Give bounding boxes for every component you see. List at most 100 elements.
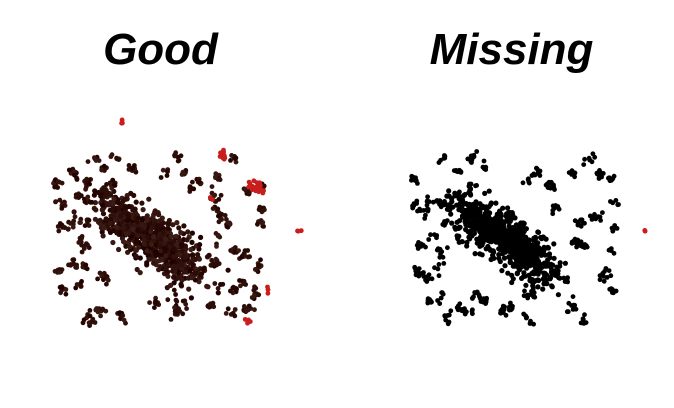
scatter-point xyxy=(501,255,508,261)
scatter-point xyxy=(416,243,421,249)
scatter-point xyxy=(600,210,605,215)
scatter-point xyxy=(424,199,430,204)
scatter-point xyxy=(570,294,576,299)
scatter-point xyxy=(77,235,83,241)
scatter-point xyxy=(241,281,247,287)
scatter-point xyxy=(256,262,262,268)
scatter-point xyxy=(110,239,116,246)
scatter-point xyxy=(480,240,486,246)
scatter-point xyxy=(529,243,535,249)
scatter-point xyxy=(103,216,109,222)
scatter-point xyxy=(482,190,488,196)
scatter-point xyxy=(160,167,166,173)
scatter-point xyxy=(500,205,506,211)
scatter-point xyxy=(601,278,607,284)
scatter-point xyxy=(227,221,233,227)
scatter-point xyxy=(571,302,577,308)
scatter-point xyxy=(442,314,448,319)
scatter-point xyxy=(426,237,432,242)
scatter-point xyxy=(261,183,267,189)
scatter-point xyxy=(255,221,260,227)
scatter-point xyxy=(421,208,426,213)
scatter-point xyxy=(158,175,164,180)
scatter-point xyxy=(436,160,442,165)
scatter-point xyxy=(172,308,178,314)
scatter-point xyxy=(104,201,110,207)
scatter-point xyxy=(503,213,509,219)
scatter-point xyxy=(168,282,174,288)
scatter-point xyxy=(260,208,265,214)
scatter-point xyxy=(156,212,162,218)
scatter-point xyxy=(82,199,88,205)
scatter-point xyxy=(598,218,603,223)
scatter-point xyxy=(105,277,111,283)
scatter-point xyxy=(516,249,522,255)
scatter-point xyxy=(146,196,152,202)
scatter-point xyxy=(507,235,513,241)
scatter-point xyxy=(609,290,615,295)
scatter-point xyxy=(134,238,140,244)
scatter-point xyxy=(178,229,184,236)
scatter-point xyxy=(196,179,202,185)
scatter-point xyxy=(565,309,571,315)
scatter-point xyxy=(120,313,126,318)
scatter-point xyxy=(480,204,486,210)
scatter-point xyxy=(535,284,541,290)
scatter-point xyxy=(446,188,452,194)
scatter-point xyxy=(55,179,61,184)
scatter-point xyxy=(505,270,511,276)
scatter-point xyxy=(222,213,228,218)
scatter-point xyxy=(545,244,551,250)
scatter-point xyxy=(477,228,484,234)
scatter-point xyxy=(520,257,526,263)
scatter-point xyxy=(192,271,198,277)
scatter-point xyxy=(518,220,524,226)
scatter-point xyxy=(544,272,550,278)
scatter-point xyxy=(210,302,216,308)
scatter-point xyxy=(181,223,187,229)
scatter-point xyxy=(128,234,134,240)
scatter-point xyxy=(610,227,616,233)
scatter-point xyxy=(165,169,170,175)
scatter-point xyxy=(246,303,252,309)
scatter-point xyxy=(473,199,479,205)
scatter-point xyxy=(526,254,532,260)
scatter-point xyxy=(181,269,188,275)
scatter-point xyxy=(583,320,589,325)
scatter-point xyxy=(503,244,509,250)
scatter-point xyxy=(435,246,441,252)
scatter-point xyxy=(162,236,168,242)
scatter-point xyxy=(134,218,140,224)
scatter-point xyxy=(79,279,84,284)
scatter-point xyxy=(516,225,522,231)
scatter-point xyxy=(176,258,182,264)
scatter-point xyxy=(174,264,180,270)
scatter-point xyxy=(459,208,465,214)
scatter-point xyxy=(522,288,527,294)
scatter-point xyxy=(495,237,501,243)
scatter-point xyxy=(156,218,162,224)
scatter-point xyxy=(496,255,502,261)
scatter-point xyxy=(543,182,549,188)
scatter-point xyxy=(445,321,451,327)
scatter-point xyxy=(570,307,576,312)
scatter-point xyxy=(171,254,177,260)
scatter-point xyxy=(174,220,180,226)
scatter-point xyxy=(501,226,507,232)
scatter-point xyxy=(460,198,466,203)
scatter-point xyxy=(127,244,133,250)
scatter-point xyxy=(252,307,257,313)
scatter-point xyxy=(439,249,445,255)
scatter-point xyxy=(415,208,420,214)
scatter-point xyxy=(123,243,129,249)
scatter-point xyxy=(59,206,65,211)
scatter-point xyxy=(531,269,537,275)
scatter-point xyxy=(584,244,590,250)
scatter-point xyxy=(530,286,536,291)
scatter-point xyxy=(187,185,193,191)
scatter-point xyxy=(570,169,576,175)
scatter-point xyxy=(172,152,178,158)
scatter-point xyxy=(104,281,109,287)
scatter-point xyxy=(520,253,526,259)
highlight-point xyxy=(119,120,124,126)
